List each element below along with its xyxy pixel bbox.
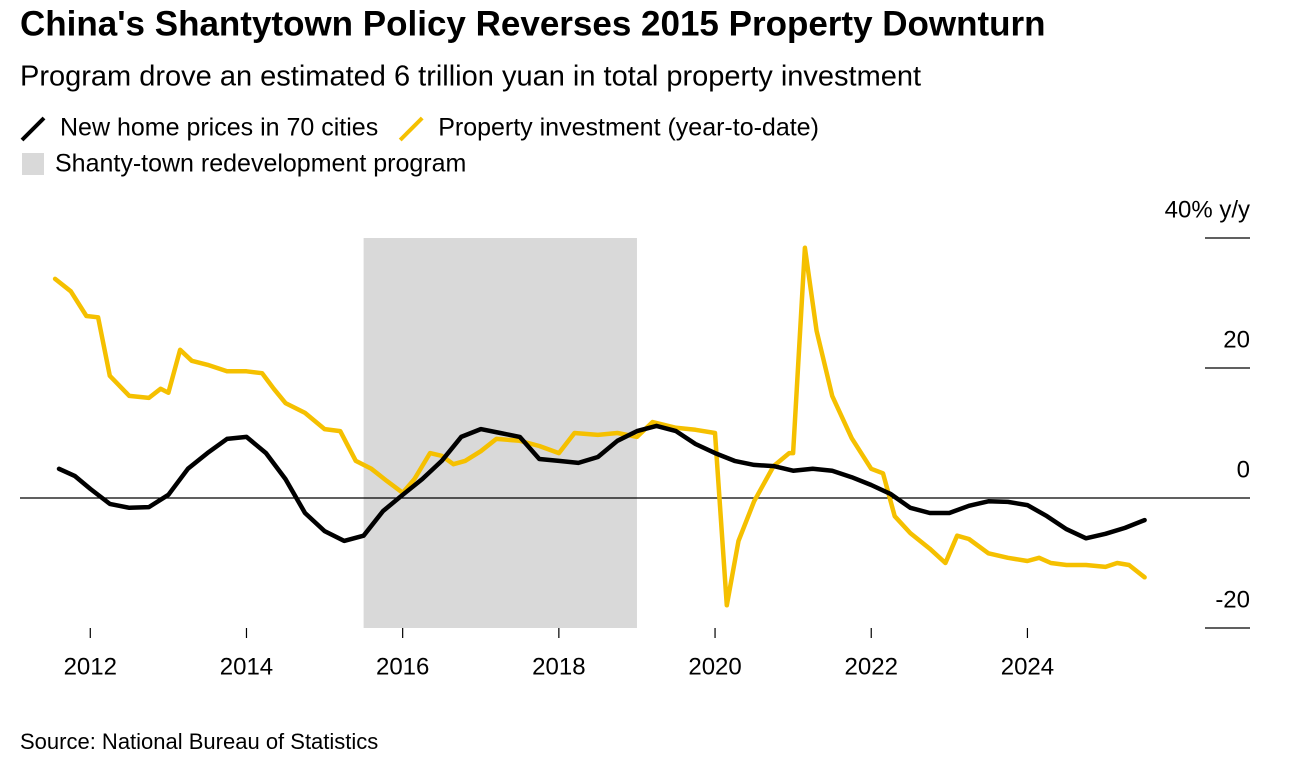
series-line — [52, 245, 1147, 608]
x-tick-label: 2018 — [532, 653, 585, 680]
legend-label: New home prices in 70 cities — [60, 114, 378, 142]
x-tick-label: 2024 — [1001, 653, 1054, 680]
source: Source: National Bureau of Statistics — [20, 729, 378, 754]
x-tick-label: 2022 — [845, 653, 898, 680]
x-tick-label: 2020 — [688, 653, 741, 680]
x-tick-label: 2014 — [220, 653, 273, 680]
y-tick-label: 0 — [1237, 456, 1250, 483]
legend-swatch — [398, 116, 424, 142]
legend-label: Shanty-town redevelopment program — [55, 150, 466, 178]
legend-label: Property investment (year-to-date) — [438, 114, 819, 142]
chart-subtitle: Program drove an estimated 6 trillion yu… — [20, 61, 921, 93]
y-tick-label: 20 — [1223, 326, 1250, 353]
chart-title: China's Shantytown Policy Reverses 2015 … — [20, 4, 1046, 43]
y-tick-label: 40% y/y — [1165, 196, 1250, 223]
series-line — [56, 423, 1147, 544]
x-tick-label: 2016 — [376, 653, 429, 680]
legend-swatch — [20, 116, 46, 142]
x-tick-label: 2012 — [64, 653, 117, 680]
y-tick-label: -20 — [1215, 586, 1250, 613]
legend-swatch — [22, 153, 44, 175]
